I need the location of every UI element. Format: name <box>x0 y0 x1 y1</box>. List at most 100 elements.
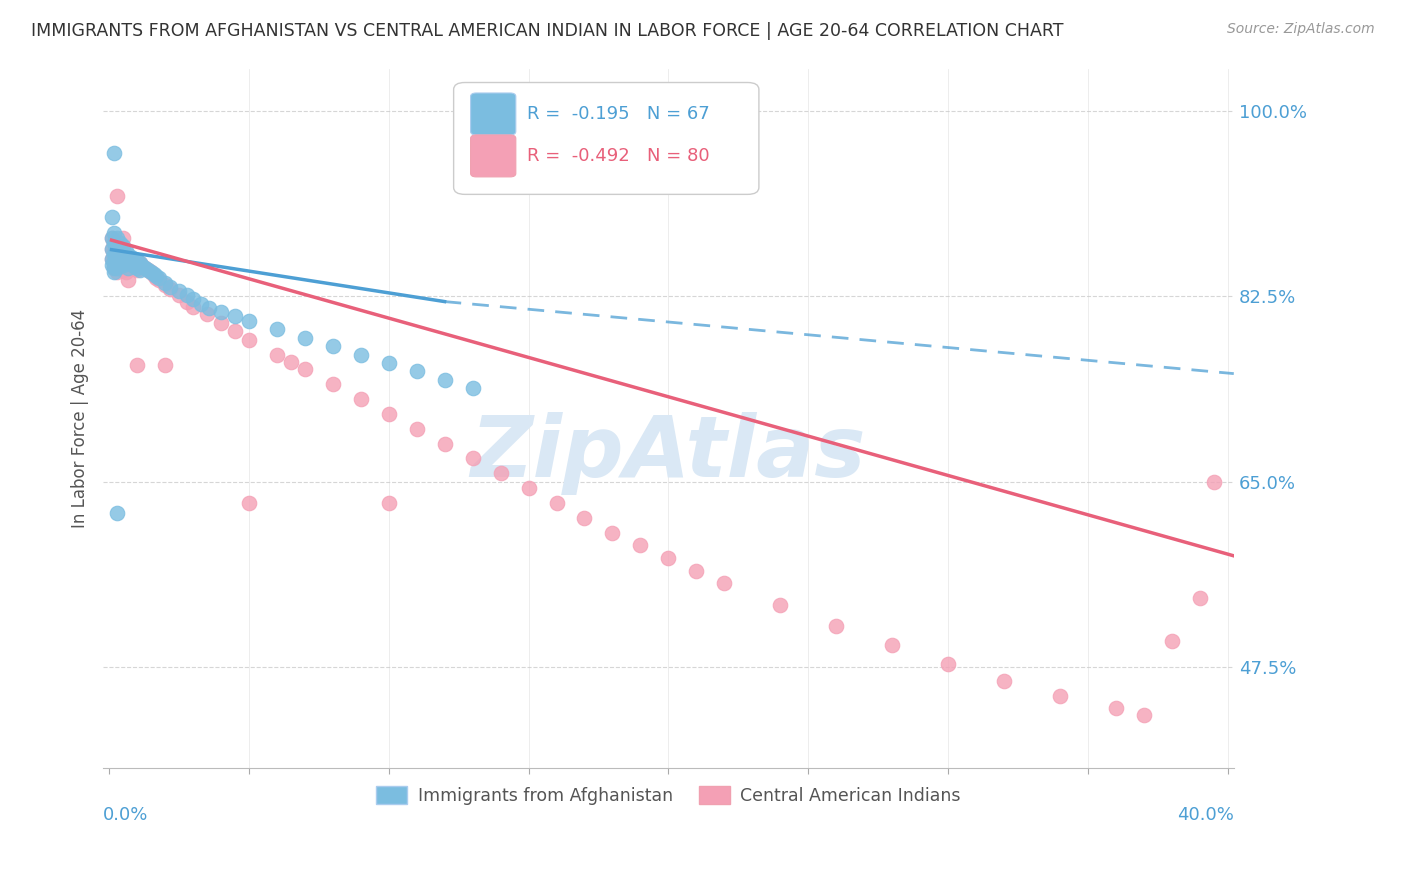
Point <box>139 265 162 279</box>
Point <box>120 250 142 264</box>
Point <box>294 330 316 344</box>
Point <box>103 258 125 272</box>
Point <box>882 638 904 652</box>
Point <box>103 260 125 275</box>
Point <box>142 268 165 282</box>
Point <box>461 381 484 395</box>
Point <box>105 242 128 256</box>
Point <box>103 265 125 279</box>
Point <box>377 407 399 421</box>
Point <box>108 250 131 264</box>
Point <box>120 256 142 270</box>
Point <box>117 259 139 273</box>
Point <box>294 362 316 376</box>
Point <box>100 210 122 224</box>
Point <box>108 236 131 251</box>
Point <box>114 256 136 270</box>
Point <box>1105 701 1128 715</box>
Point <box>657 551 679 566</box>
Point <box>108 252 131 267</box>
Point <box>125 260 148 275</box>
Point <box>122 254 145 268</box>
Point <box>100 231 122 245</box>
Point <box>111 245 134 260</box>
Point <box>108 254 131 268</box>
Point <box>433 373 456 387</box>
Point <box>405 364 427 378</box>
Point <box>517 481 540 495</box>
Point <box>136 262 159 277</box>
Point <box>238 313 260 327</box>
Point <box>349 347 371 361</box>
Point <box>105 231 128 245</box>
Legend: Immigrants from Afghanistan, Central American Indians: Immigrants from Afghanistan, Central Ame… <box>368 779 967 812</box>
Text: Source: ZipAtlas.com: Source: ZipAtlas.com <box>1227 22 1375 37</box>
Point <box>153 276 176 290</box>
Point <box>190 296 212 310</box>
Text: IMMIGRANTS FROM AFGHANISTAN VS CENTRAL AMERICAN INDIAN IN LABOR FORCE | AGE 20-6: IMMIGRANTS FROM AFGHANISTAN VS CENTRAL A… <box>31 22 1063 40</box>
Point <box>1133 707 1156 722</box>
Point <box>100 252 122 267</box>
Point <box>1049 689 1071 703</box>
Point <box>1204 475 1226 489</box>
Point <box>148 273 170 287</box>
Point <box>103 226 125 240</box>
Point <box>103 236 125 251</box>
Point <box>105 256 128 270</box>
Point <box>238 333 260 347</box>
FancyBboxPatch shape <box>454 82 759 194</box>
Point <box>108 244 131 258</box>
Point <box>105 250 128 264</box>
Point <box>100 252 122 267</box>
Point <box>322 339 344 353</box>
FancyBboxPatch shape <box>471 93 516 135</box>
Text: R =  -0.492   N = 80: R = -0.492 N = 80 <box>527 147 710 165</box>
Point <box>142 267 165 281</box>
Point <box>433 436 456 450</box>
Point <box>125 254 148 268</box>
Point <box>209 316 232 330</box>
Point <box>131 259 153 273</box>
Point <box>167 284 190 298</box>
Point <box>322 377 344 392</box>
Point <box>153 358 176 372</box>
Text: 40.0%: 40.0% <box>1177 806 1234 824</box>
Point <box>117 248 139 262</box>
Point <box>111 258 134 272</box>
Point <box>114 265 136 279</box>
Y-axis label: In Labor Force | Age 20-64: In Labor Force | Age 20-64 <box>72 309 89 528</box>
Point <box>153 277 176 292</box>
Point <box>280 355 302 369</box>
Point <box>128 256 150 270</box>
Point <box>105 265 128 279</box>
Text: ZipAtlas: ZipAtlas <box>471 411 866 494</box>
Point <box>103 244 125 258</box>
Point <box>117 260 139 275</box>
Point <box>266 322 288 336</box>
Point <box>181 293 204 307</box>
Point <box>128 256 150 270</box>
Point <box>574 510 596 524</box>
Point <box>936 657 959 671</box>
Point <box>685 564 707 578</box>
Point <box>117 273 139 287</box>
Point <box>103 247 125 261</box>
Point <box>125 262 148 277</box>
Point <box>103 260 125 275</box>
Point <box>224 310 246 324</box>
Point <box>405 422 427 436</box>
Point <box>167 288 190 302</box>
Point <box>100 242 122 256</box>
Point <box>198 301 221 315</box>
Point <box>117 250 139 264</box>
Point <box>122 252 145 267</box>
Point <box>103 146 125 161</box>
Point <box>993 673 1015 688</box>
Point <box>117 254 139 268</box>
Point <box>114 248 136 262</box>
Point <box>128 262 150 277</box>
Point <box>176 294 198 309</box>
Point <box>120 252 142 267</box>
Point <box>209 305 232 319</box>
Point <box>100 258 122 272</box>
